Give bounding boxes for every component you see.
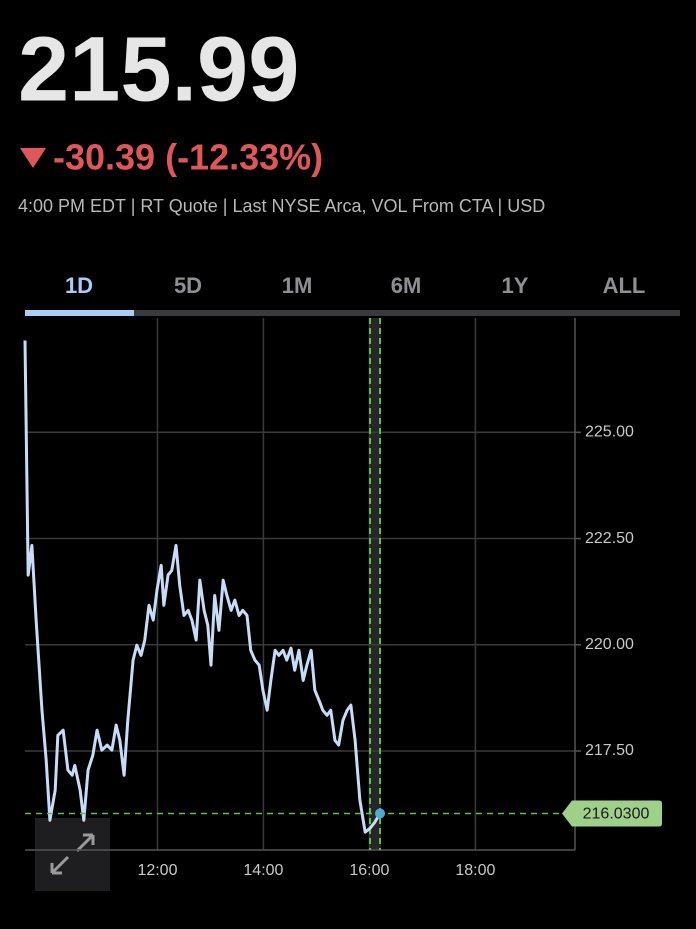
y-tick-label: 222.50 xyxy=(585,530,634,547)
tab[interactable]: 5D xyxy=(174,273,202,298)
y-tick-label: 217.50 xyxy=(585,742,634,759)
y-tick-label: 225.00 xyxy=(585,424,634,441)
x-tick-label: 16:00 xyxy=(349,862,389,879)
x-tick-label: 14:00 xyxy=(243,862,283,879)
last-price-badge xyxy=(562,800,662,827)
tab[interactable]: 1Y xyxy=(502,273,529,298)
x-tick-label: 18:00 xyxy=(455,862,495,879)
down-arrow xyxy=(20,148,46,168)
tab[interactable]: 1M xyxy=(282,273,313,298)
last-price-label: 216.0300 xyxy=(583,806,650,823)
expand-icon xyxy=(50,833,95,875)
expand-button[interactable] xyxy=(35,818,110,891)
tab-indicator xyxy=(25,310,134,316)
change: -30.39 (-12.33%) xyxy=(53,137,323,178)
quote-info: 4:00 PM EDT | RT Quote | Last NYSE Arca,… xyxy=(18,196,545,216)
price-line xyxy=(23,340,382,834)
tab-track xyxy=(25,310,680,316)
cursor-band xyxy=(369,318,381,850)
y-tick-label: 220.00 xyxy=(585,636,634,653)
x-tick-label: 12:00 xyxy=(137,862,177,879)
tab[interactable]: 1D xyxy=(65,273,93,298)
tab[interactable]: ALL xyxy=(603,273,646,298)
tab[interactable]: 6M xyxy=(391,273,422,298)
price: 215.99 xyxy=(18,18,299,120)
